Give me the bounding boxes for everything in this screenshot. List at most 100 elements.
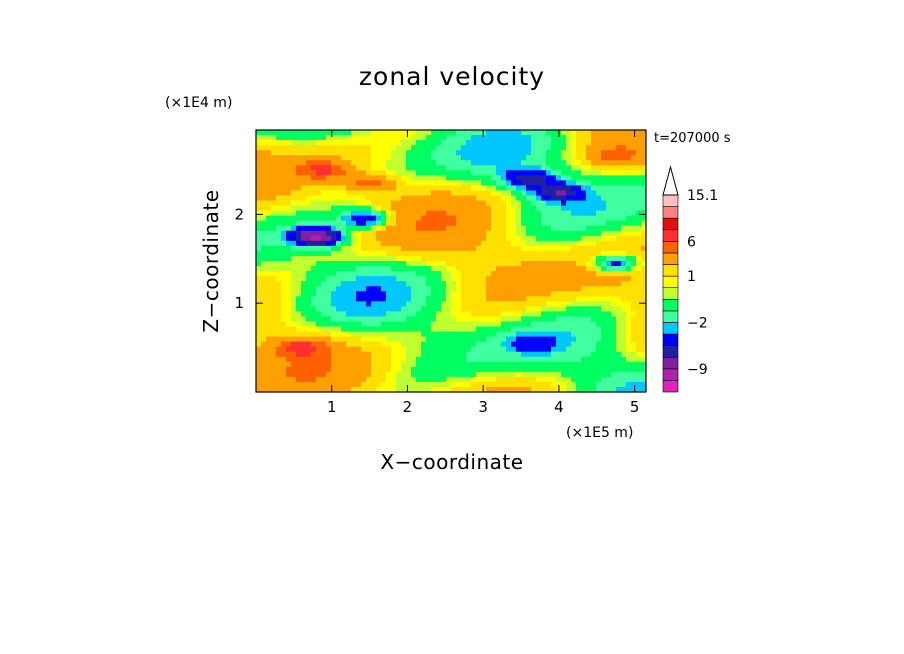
field-cell (321, 215, 327, 222)
field-cell (491, 155, 497, 161)
field-cell (626, 261, 632, 267)
field-cell (476, 281, 482, 287)
field-cell (601, 271, 607, 277)
field-cell (561, 266, 567, 272)
field-cell (506, 356, 512, 363)
field-cell (611, 225, 617, 232)
field-cell (351, 296, 357, 302)
field-cell (601, 165, 607, 171)
field-cell (561, 160, 567, 166)
field-cell (431, 230, 437, 237)
field-cell (396, 170, 402, 176)
field-cell (626, 381, 632, 388)
field-cell (401, 346, 407, 353)
field-cell (341, 316, 347, 323)
field-cell (326, 255, 332, 262)
field-cell (636, 356, 642, 363)
field-cell (641, 155, 646, 161)
field-cell (311, 351, 317, 358)
field-cell (546, 261, 552, 267)
field-cell (431, 366, 437, 373)
field-cell (491, 361, 497, 368)
field-cell (396, 240, 402, 247)
field-cell (611, 130, 617, 136)
field-cell (411, 296, 417, 302)
field-cell (351, 326, 357, 333)
field-cell (636, 346, 642, 353)
field-cell (506, 200, 512, 207)
field-cell (556, 190, 562, 197)
field-cell (621, 195, 627, 202)
x-tick-label: 4 (554, 398, 564, 416)
field-cell (581, 276, 587, 282)
field-cell (306, 240, 312, 247)
field-cell (626, 220, 632, 227)
field-cell (451, 210, 457, 217)
field-cell (486, 336, 492, 343)
field-cell (451, 331, 457, 338)
field-cell (611, 240, 617, 247)
field-cell (501, 311, 507, 318)
field-cell (506, 220, 512, 227)
field-cell (616, 245, 622, 252)
field-cell (321, 271, 327, 277)
field-cell (546, 266, 552, 272)
field-cell (571, 185, 577, 192)
field-cell (571, 306, 577, 312)
field-cell (516, 386, 522, 392)
field-cell (386, 220, 392, 227)
field-cell (396, 331, 402, 338)
field-cell (321, 316, 327, 323)
field-cell (606, 155, 612, 161)
field-cell (516, 195, 522, 202)
field-cell (481, 130, 487, 136)
field-cell (586, 225, 592, 232)
field-cell (406, 306, 412, 312)
field-cell (581, 321, 587, 328)
field-cell (641, 135, 646, 141)
field-cell (511, 150, 517, 156)
field-cell (441, 170, 447, 176)
field-cell (631, 135, 637, 141)
field-cell (321, 291, 327, 297)
field-cell (556, 371, 562, 378)
field-cell (266, 160, 272, 166)
field-cell (386, 175, 392, 181)
field-cell (296, 160, 302, 166)
field-cell (301, 145, 307, 151)
field-cell (411, 165, 417, 171)
field-cell (341, 255, 347, 262)
field-cell (566, 316, 572, 323)
field-cell (621, 170, 627, 176)
field-cell (306, 281, 312, 287)
field-cell (456, 155, 462, 161)
field-cell (496, 205, 502, 212)
field-cell (511, 266, 517, 272)
field-cell (486, 225, 492, 232)
field-cell (601, 170, 607, 176)
field-cell (516, 281, 522, 287)
field-cell (311, 240, 317, 247)
field-cell (456, 200, 462, 207)
field-cell (346, 266, 352, 272)
field-cell (516, 250, 522, 257)
field-cell (341, 321, 347, 328)
field-cell (521, 291, 527, 297)
field-cell (441, 240, 447, 247)
field-cell (416, 140, 422, 146)
field-cell (531, 281, 537, 287)
field-cell (456, 346, 462, 353)
field-cell (426, 210, 432, 217)
field-cell (286, 321, 292, 328)
field-cell (266, 175, 272, 181)
field-cell (421, 361, 427, 368)
field-cell (591, 261, 597, 267)
field-cells (256, 130, 646, 392)
field-cell (601, 250, 607, 257)
field-cell (521, 180, 527, 187)
field-cell (526, 145, 532, 151)
field-cell (441, 261, 447, 267)
field-cell (326, 331, 332, 338)
field-cell (336, 195, 342, 202)
field-cell (526, 235, 532, 242)
